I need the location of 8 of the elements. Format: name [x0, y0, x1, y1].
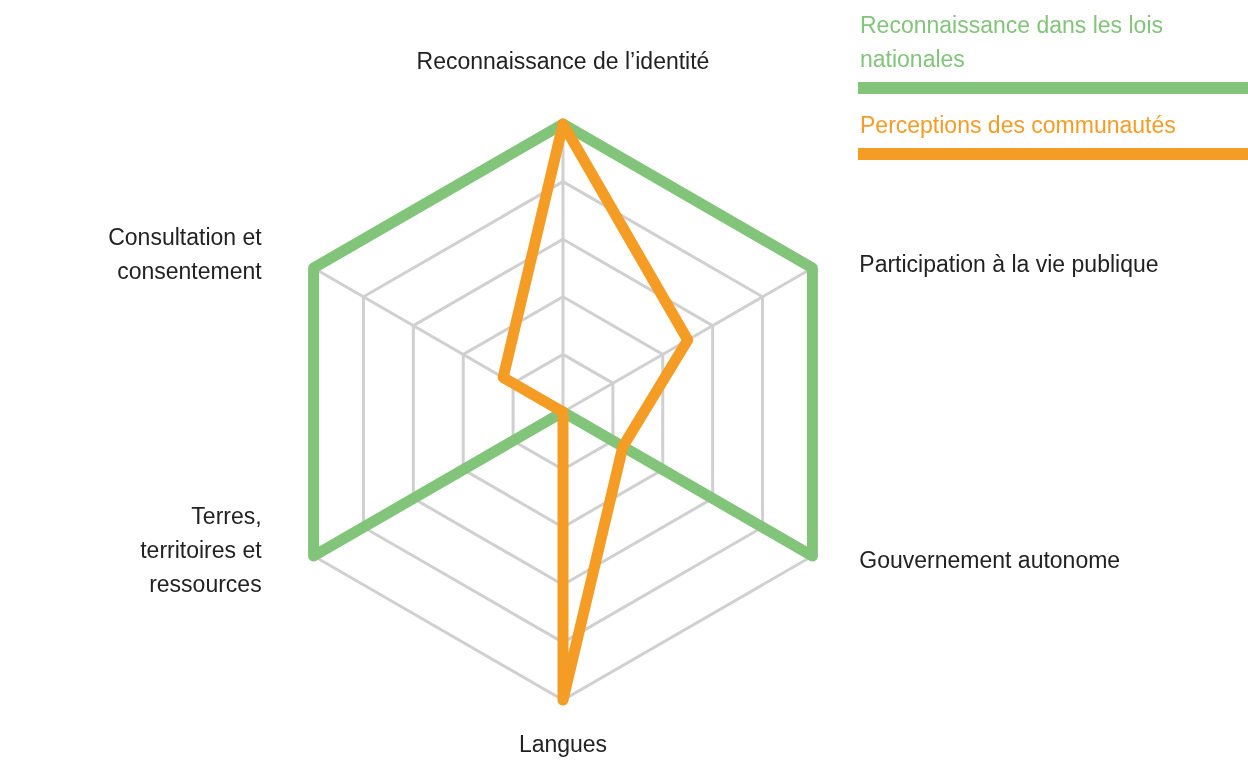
spoke-label: Langues: [518, 731, 608, 757]
spoke-label: Gouvernement autonome: [859, 547, 1121, 573]
spoke-label: Terres, territoires et ressources: [140, 503, 263, 597]
text: Perceptions des communautés: [859, 111, 1177, 140]
spoke-label: Reconnaissance de l’identité: [416, 48, 710, 74]
spoke-label: Participation à la vie publique: [859, 251, 1159, 277]
spoke-label: Consultation et consentement: [108, 224, 263, 284]
text: Reconnaissance dans les lois nationales: [859, 11, 1164, 74]
